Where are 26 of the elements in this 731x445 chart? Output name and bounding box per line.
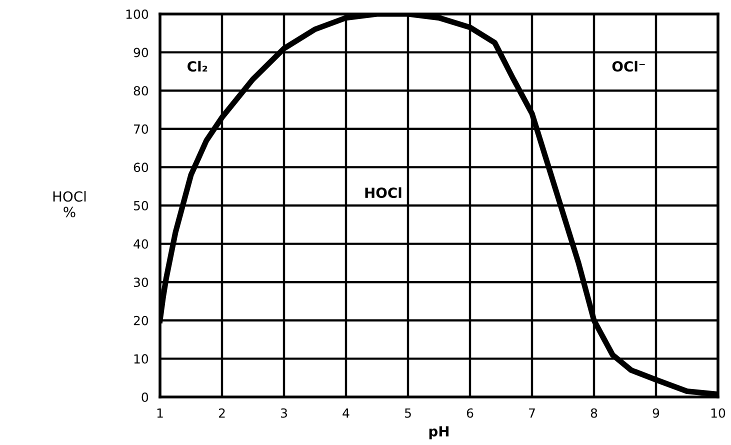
y-tick-label: 70: [134, 124, 148, 134]
y-tick-label: 90: [134, 48, 148, 58]
y-axis-title: HOCl %: [53, 191, 86, 218]
x-tick-label: 1: [157, 408, 163, 418]
annotation: OCl⁻: [612, 60, 645, 72]
annotation: Cl₂: [188, 60, 208, 72]
x-tick-label: 4: [342, 408, 350, 418]
x-tick-label: 8: [590, 408, 598, 418]
y-tick-label: 80: [134, 86, 148, 96]
y-tick-label: 20: [134, 316, 148, 326]
x-tick-label: 10: [711, 408, 726, 418]
y-tick-label: 40: [134, 239, 148, 249]
y-tick-label: 60: [134, 162, 148, 172]
x-tick-label: 2: [218, 408, 225, 418]
y-tick-label: 100: [126, 9, 148, 19]
x-axis-title: pH: [429, 426, 449, 440]
x-tick-label: 6: [466, 408, 474, 418]
y-tick-label: 10: [134, 354, 148, 364]
x-tick-label: 3: [280, 408, 287, 418]
y-tick-label: 50: [134, 200, 148, 210]
annotation: HOCl: [365, 187, 402, 198]
x-tick-label: 9: [652, 408, 660, 418]
x-tick-label: 7: [529, 408, 535, 418]
y-tick-label: 30: [134, 278, 148, 288]
x-tick-label: 5: [404, 408, 411, 418]
y-tick-label: 0: [142, 392, 148, 402]
